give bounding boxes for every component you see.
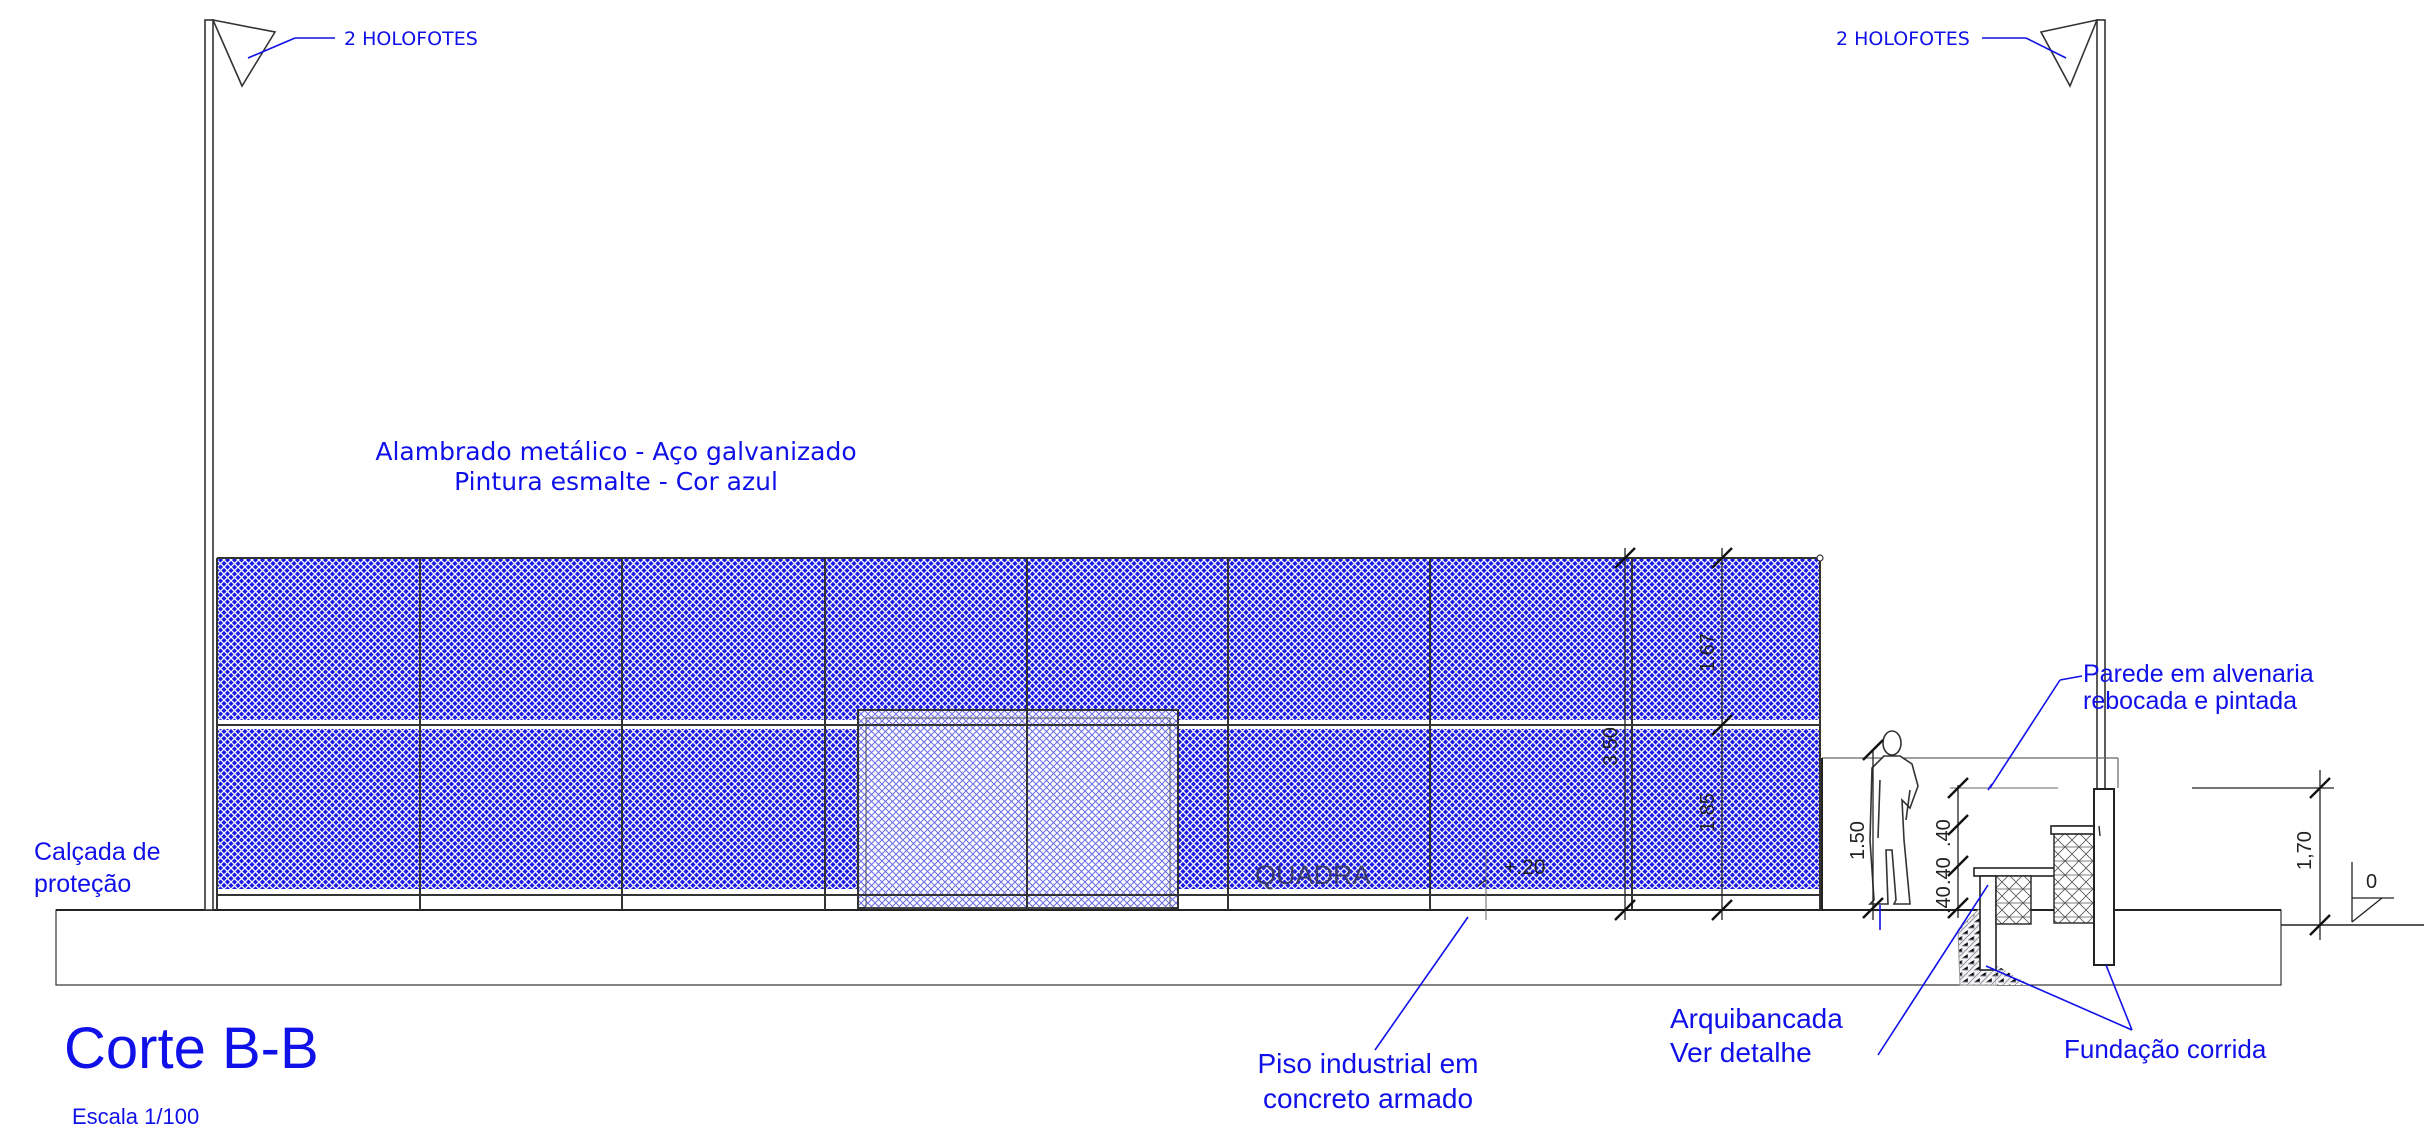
dim-step-1: .40: [1933, 819, 1955, 847]
dim-right-height: 1,70: [2294, 831, 2316, 870]
parede-label-line1: Parede em alvenaria: [2083, 660, 2314, 688]
fence-alambrado: [216, 554, 1824, 910]
quadra-label: QUADRA: [1255, 860, 1371, 890]
arquibancada-label-line2: Ver detalhe: [1670, 1037, 1812, 1068]
fence-dimension-lines: [1614, 547, 1733, 921]
dim-fence-lower: 1.85: [1697, 793, 1719, 832]
dim-fence-upper: 1.67: [1697, 633, 1719, 672]
calcada-label-line1: Calçada de: [34, 838, 160, 866]
fence-mesh-upper: [217, 558, 1820, 720]
goal-frame: [857, 709, 1179, 909]
holofotes-right-label: 2 HOLOFOTES: [1836, 28, 1970, 50]
alambrado-label-line2: Pintura esmalte - Cor azul: [454, 467, 778, 496]
bleacher-arquibancada: [1821, 757, 2119, 986]
calcada-label-line2: proteção: [34, 870, 131, 898]
dim-step-2: .40: [1933, 857, 1955, 885]
level-mark-label: +.20: [1504, 856, 1545, 879]
light-pole-right: [1982, 18, 2106, 911]
fundacao-label: Fundação corrida: [2064, 1034, 2267, 1064]
ground-slab: [55, 909, 2424, 986]
piso-label-line1: Piso industrial em: [1258, 1048, 1479, 1079]
dim-fence-total: 3.50: [1600, 727, 1622, 766]
dim-wall-height: 1.50: [1847, 821, 1869, 860]
arquibancada-label-line1: Arquibancada: [1670, 1003, 1843, 1034]
alambrado-label-line1: Alambrado metálico - Aço galvanizado: [375, 437, 856, 466]
light-pole-left: [204, 18, 335, 911]
leader-lines: [1374, 675, 2133, 1056]
scale-label: Escala 1/100: [72, 1104, 199, 1129]
dim-right-level: 0: [2366, 871, 2377, 893]
section-title: Corte B-B: [64, 1016, 319, 1081]
holofotes-left-label: 2 HOLOFOTES: [344, 28, 478, 50]
human-scale-figure: [1868, 730, 1919, 905]
dim-step-3: .40: [1933, 886, 1955, 914]
bleacher-dimension-lines: [1862, 739, 2394, 940]
parede-label-line2: rebocada e pintada: [2083, 687, 2297, 715]
piso-label-line2: concreto armado: [1263, 1083, 1473, 1114]
